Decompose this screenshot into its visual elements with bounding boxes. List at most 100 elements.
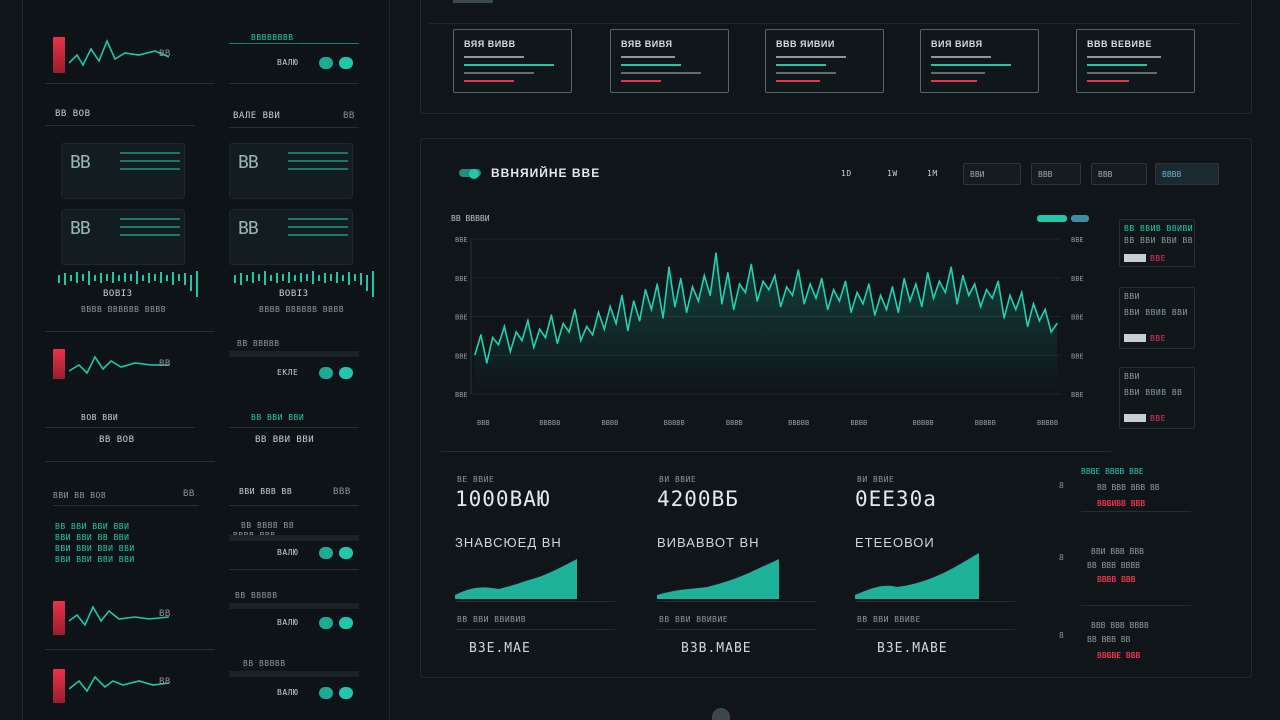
legend-icon[interactable] <box>1071 215 1089 222</box>
stat-value: 4200ВБ <box>657 487 739 511</box>
price-chart[interactable]: ВВ ВВВВИ ВВЕ ВВЕ ВВЕ ВВЕ ВВЕ ВВЕ ВВЕ ВВЕ ВВЕ ВВЕ ВВ… <box>441 209 1101 439</box>
area-sparkline-icon <box>855 553 979 599</box>
stat-subtitle: ЕТЕЕОВОИ <box>855 535 935 550</box>
row-label: ВВ ВВИ ВВИ <box>251 413 305 422</box>
scroll-handle-icon[interactable] <box>712 708 730 720</box>
stat-card[interactable]: ВЯЯ ВИВВ <box>453 29 572 93</box>
metric-box[interactable]: ВВ <box>229 143 353 199</box>
divider <box>855 629 1015 630</box>
indicator-red-bar <box>53 669 65 703</box>
control-chip[interactable]: ВВВВ <box>1155 163 1219 185</box>
data-point <box>815 297 817 299</box>
info-box[interactable]: ВВИ ВВИ ВВИВ ВВИ ВВЕ <box>1119 287 1195 349</box>
range-button-1w[interactable]: 1W <box>887 169 898 178</box>
y-tick-label: ВВЕ <box>1071 275 1084 283</box>
stat-card[interactable]: ВВВ ЯИВИИ <box>765 29 884 93</box>
info-box[interactable]: ВВ ВВИВ ВВИВИ ВВ ВВИ ВВИ ВВ ВВЕ <box>1119 219 1195 267</box>
range-button-1m[interactable]: 1M <box>927 169 938 178</box>
divider <box>229 505 359 506</box>
section-title: ВАЛЕ ВВИ <box>233 111 281 121</box>
data-point <box>715 252 717 254</box>
data-point <box>932 297 935 299</box>
wave-caption: ВОВІЗ <box>279 289 309 299</box>
control-chip[interactable]: ВВИ <box>963 163 1021 185</box>
toggle-switch[interactable] <box>319 547 353 559</box>
data-point <box>568 331 570 333</box>
data-point <box>1003 317 1005 319</box>
data-point <box>979 305 982 308</box>
metric-box[interactable]: ВВ <box>229 209 353 265</box>
data-point <box>562 322 564 325</box>
data-point <box>509 350 512 353</box>
divider <box>45 427 195 428</box>
progress-track <box>229 603 359 609</box>
data-point <box>921 305 923 308</box>
data-point <box>926 272 929 274</box>
y-tick-label: ВВЕ <box>455 391 468 399</box>
stat-footer: ВВ ВВИ ВВИВИВ <box>457 615 527 624</box>
sidebar: ВВ ВВВВВВВВ ВАЛЮ ВВ ВОВ ВАЛЕ ВВИ ВВ ВВ В… <box>22 0 390 720</box>
data-point <box>521 339 523 342</box>
info-box[interactable]: ВВИ ВВИ ВВИВ ВВ ВВЕ <box>1119 367 1195 429</box>
stat-card[interactable]: ВЯВ ВИВЯ <box>610 29 729 93</box>
control-chip[interactable]: ВВВ <box>1091 163 1147 185</box>
data-point <box>1015 308 1017 311</box>
metric-box[interactable]: ВВ <box>61 143 185 199</box>
x-tick-label: ВВВВВ <box>975 419 996 427</box>
sidebar-caption: ВВВВВВВВ <box>251 33 294 42</box>
stat-card[interactable]: ВИЯ ВИВЯ <box>920 29 1039 93</box>
badge <box>1124 334 1146 342</box>
toggle-switch[interactable] <box>319 617 353 629</box>
bullet: 8 <box>1059 553 1065 562</box>
data-point <box>915 283 917 285</box>
data-point <box>585 325 588 328</box>
legend-icon[interactable] <box>1037 215 1067 222</box>
data-point <box>497 343 500 346</box>
toggle-switch[interactable] <box>319 687 353 699</box>
sparkline-icon <box>69 675 169 693</box>
data-point <box>680 277 682 280</box>
y-tick-label: ВВЕ <box>1071 236 1084 244</box>
data-point <box>768 288 770 291</box>
data-point <box>879 294 882 297</box>
area-sparkline-icon <box>455 559 577 599</box>
progress-track <box>229 671 359 677</box>
data-point <box>774 274 776 277</box>
indicator-red-bar <box>53 601 65 635</box>
data-point <box>703 274 706 277</box>
data-point <box>650 308 653 311</box>
data-point <box>844 280 847 283</box>
data-point <box>574 308 576 311</box>
data-point <box>597 311 600 314</box>
toggle-switch[interactable] <box>319 367 353 379</box>
data-point <box>968 294 970 297</box>
data-point <box>721 303 723 305</box>
data-point <box>1026 325 1029 328</box>
data-point <box>685 311 688 314</box>
divider <box>45 649 215 650</box>
stat-footer: ВВ ВВИ ВВИВЕ <box>857 615 921 624</box>
range-button-1d[interactable]: 1D <box>841 169 852 178</box>
data-point <box>962 274 964 277</box>
stat-card[interactable]: ВВВ ВЕВИВЕ <box>1076 29 1195 93</box>
metric-box[interactable]: ВВ <box>61 209 185 265</box>
sidebar-tag: ВВ <box>159 609 171 619</box>
control-chip[interactable]: ВВВ <box>1031 163 1081 185</box>
wave-caption: ВОВІЗ <box>103 289 133 299</box>
data-point <box>544 336 547 339</box>
y-tick-label: ВВЕ <box>455 352 468 360</box>
toggle-switch[interactable] <box>319 57 353 69</box>
divider <box>229 427 359 428</box>
area-sparkline-icon <box>657 559 779 599</box>
data-point <box>632 300 635 302</box>
data-point <box>580 339 582 342</box>
sidebar-tag: ВВ <box>159 49 171 59</box>
divider <box>53 505 199 506</box>
data-point <box>821 277 823 280</box>
series-label: ВВ ВВВВИ <box>451 214 490 223</box>
data-point <box>750 263 753 266</box>
data-point <box>691 286 694 288</box>
indicator-red-bar <box>53 349 65 379</box>
divider <box>229 127 359 128</box>
data-point <box>1020 291 1023 294</box>
